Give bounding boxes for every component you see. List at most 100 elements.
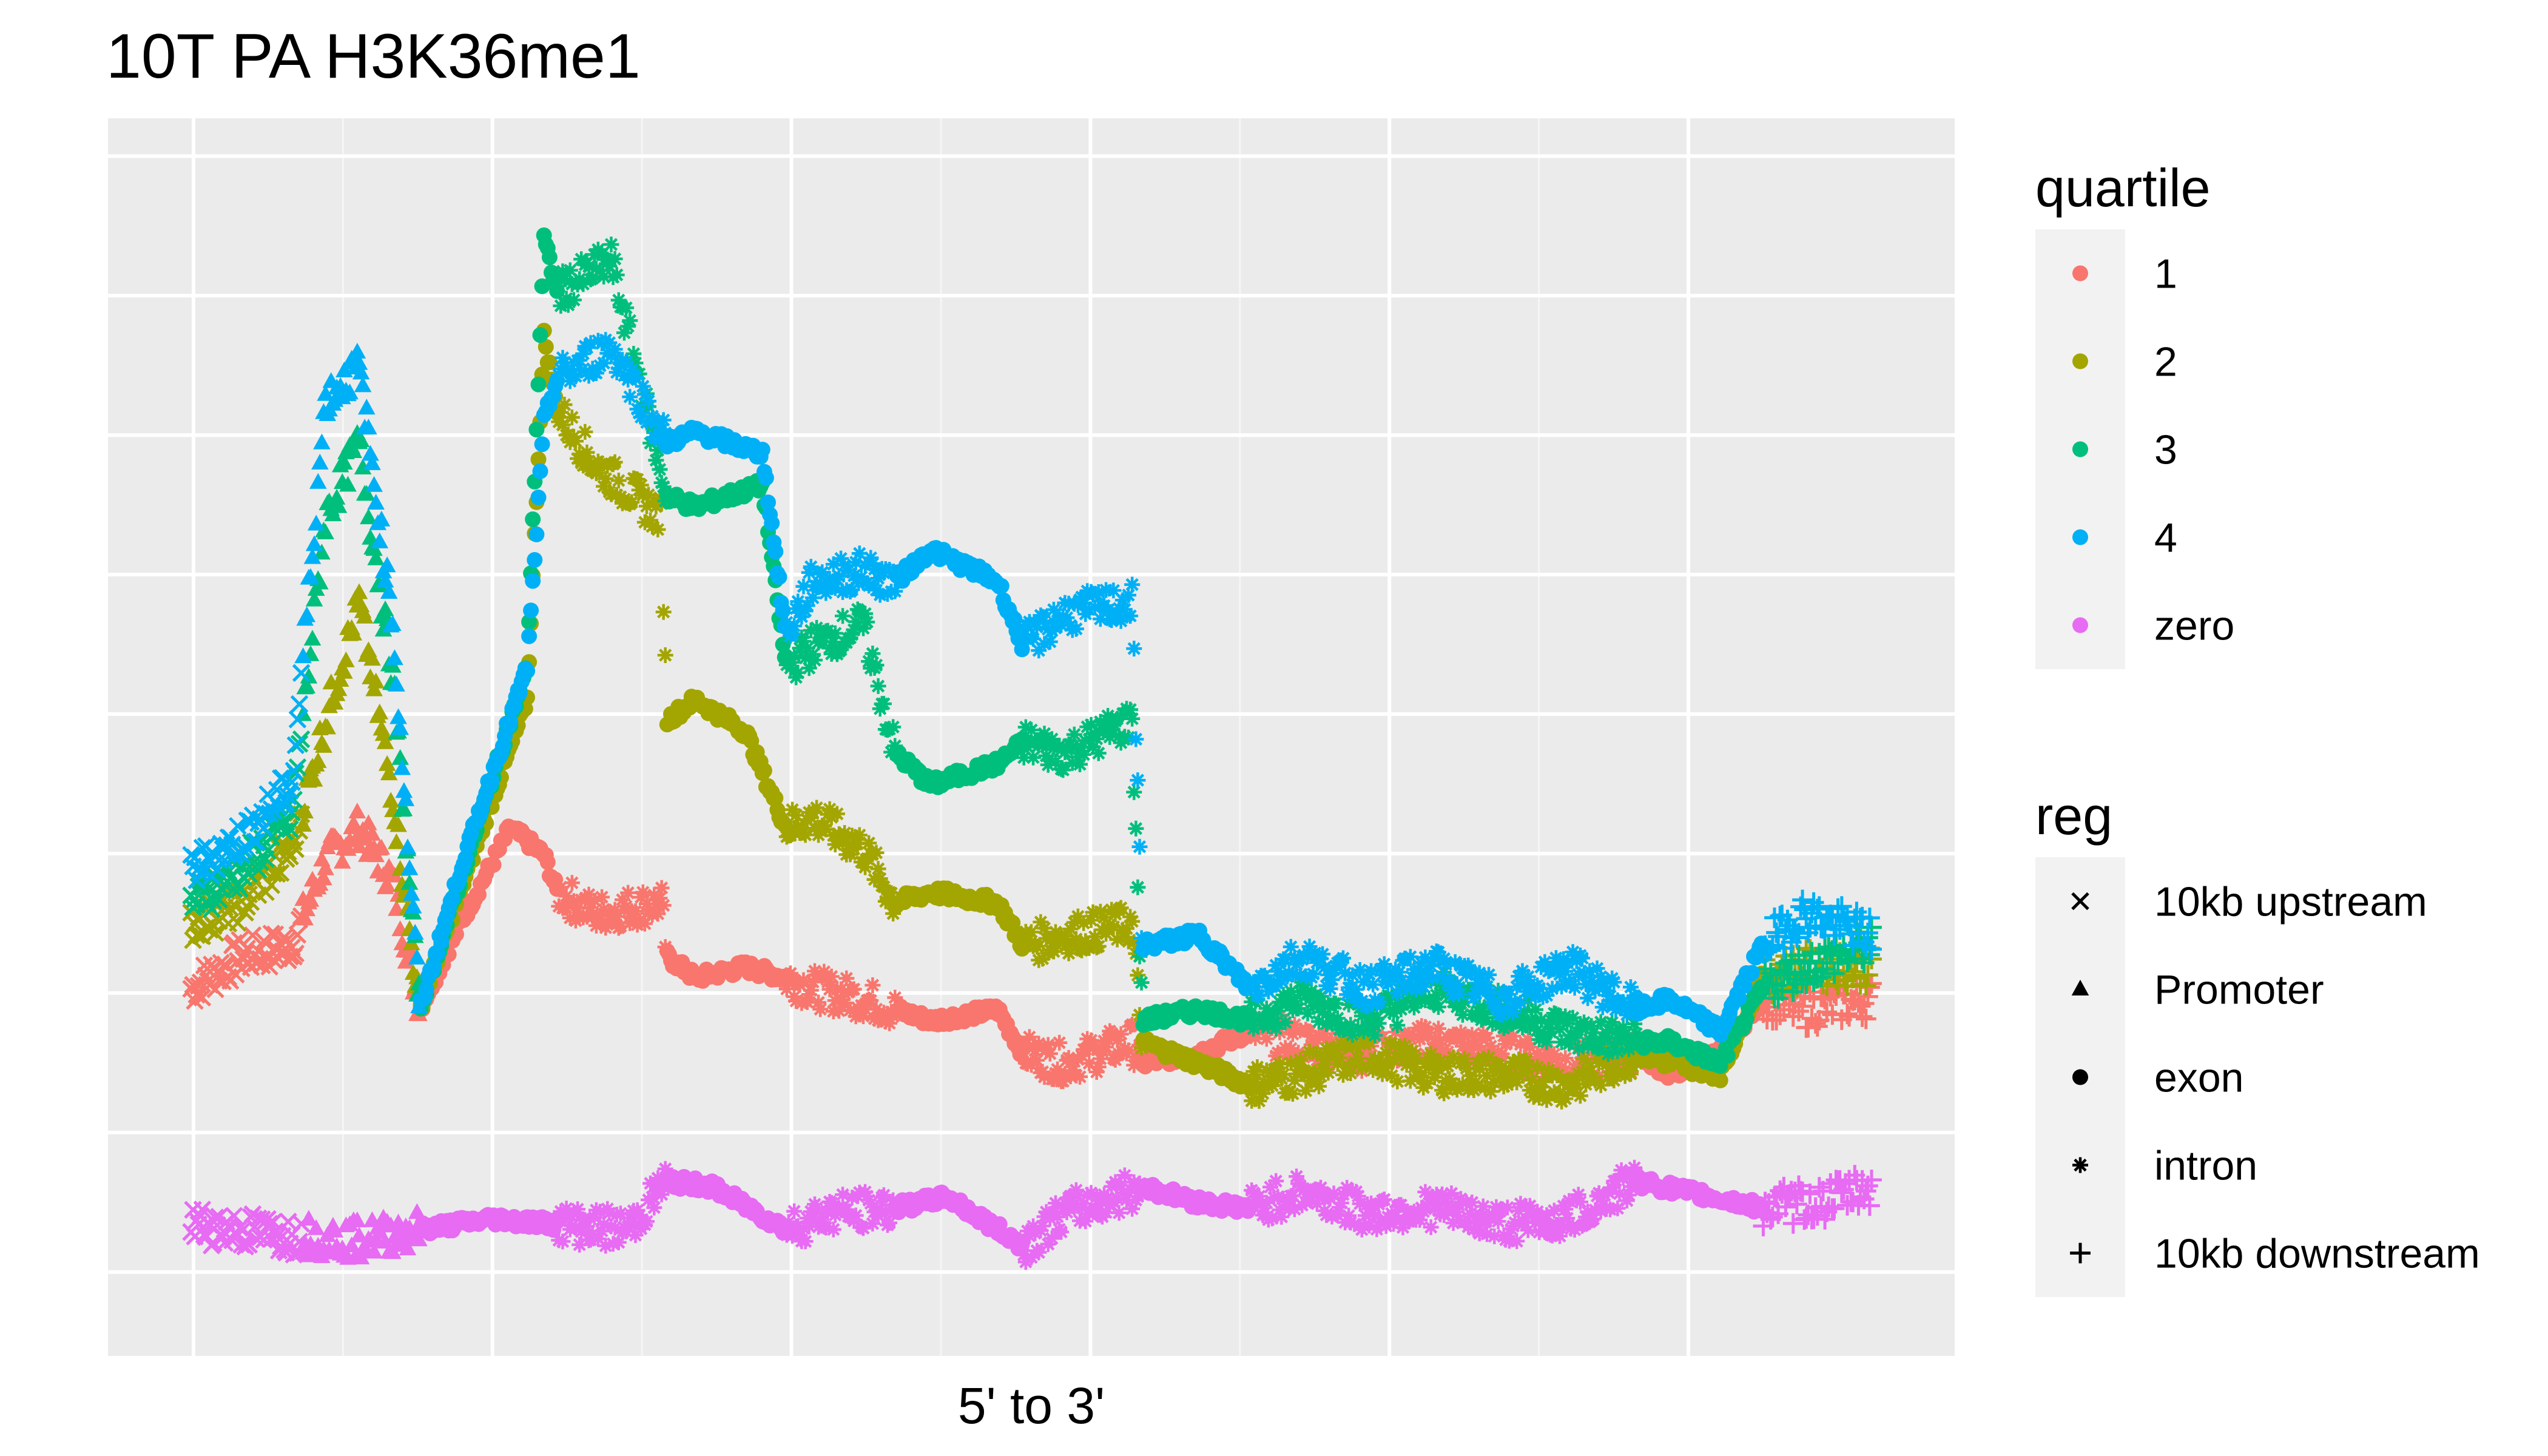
data-point	[633, 477, 649, 493]
data-point	[1031, 1036, 1047, 1052]
data-point	[799, 994, 815, 1010]
data-point	[1436, 1085, 1452, 1102]
data-point	[652, 890, 668, 906]
data-point	[1466, 1082, 1482, 1098]
data-point	[857, 1001, 874, 1017]
data-point	[622, 389, 638, 405]
data-point	[1518, 1052, 1534, 1068]
data-point	[236, 903, 254, 922]
data-point	[639, 1213, 655, 1230]
data-point	[302, 891, 320, 907]
data-point	[1275, 1066, 1292, 1082]
data-point	[1121, 1042, 1136, 1059]
data-point	[797, 827, 814, 843]
data-point	[1426, 1070, 1443, 1085]
data-point	[532, 327, 548, 343]
data-point	[639, 498, 655, 514]
data-point	[1458, 1060, 1475, 1076]
data-point	[1441, 1071, 1458, 1087]
data-point	[1070, 908, 1086, 925]
data-point	[655, 412, 672, 428]
data-point	[568, 433, 584, 450]
data-point	[636, 514, 653, 530]
data-point	[618, 300, 635, 316]
legend-label-intron: intron	[2154, 1143, 2257, 1189]
data-point	[870, 861, 886, 877]
data-point	[783, 827, 798, 843]
data-point	[1389, 1073, 1406, 1090]
data-point	[286, 840, 305, 858]
data-point	[877, 1014, 894, 1030]
data-point	[758, 470, 774, 486]
data-point	[562, 910, 578, 926]
data-point	[1126, 934, 1142, 950]
data-point	[1273, 1071, 1290, 1087]
data-point	[1034, 951, 1051, 967]
data-point	[1081, 1055, 1097, 1071]
data-point	[1130, 879, 1146, 895]
data-point	[1066, 914, 1082, 931]
data-point	[849, 835, 866, 852]
data-point	[571, 446, 588, 462]
data-point	[646, 493, 662, 509]
data-point	[582, 899, 599, 915]
data-point	[309, 752, 327, 768]
data-point	[1048, 924, 1063, 940]
data-point	[652, 461, 668, 477]
data-point	[1374, 1030, 1390, 1046]
data-point	[804, 974, 821, 990]
data-point	[1048, 1065, 1063, 1082]
data-point	[1565, 1063, 1581, 1080]
data-point	[1045, 943, 1062, 960]
data-point	[1060, 945, 1077, 962]
data-point	[885, 719, 902, 735]
data-point	[615, 892, 630, 908]
data-point	[655, 897, 672, 914]
legend-key-3	[2072, 441, 2088, 457]
data-point	[818, 821, 834, 838]
data-point	[1029, 1052, 1045, 1068]
data-point	[532, 463, 548, 479]
data-point	[1060, 1050, 1077, 1066]
data-point	[1130, 772, 1146, 789]
legend-label-10kb downstream: 10kb downstream	[2154, 1231, 2480, 1277]
data-point	[1036, 1069, 1053, 1085]
data-point	[1077, 933, 1094, 949]
data-point	[1350, 1050, 1366, 1067]
data-point	[564, 410, 580, 425]
data-point	[1431, 1061, 1446, 1077]
legend-label-zero: zero	[2154, 603, 2234, 649]
data-point	[1282, 1055, 1299, 1071]
data-point	[1417, 1019, 1434, 1035]
data-point	[1529, 1059, 1546, 1075]
data-point	[1130, 967, 1146, 983]
data-point	[1432, 1032, 1448, 1048]
data-point	[816, 963, 832, 980]
data-point	[650, 906, 666, 922]
data-point	[1464, 1026, 1480, 1043]
data-point	[857, 859, 874, 875]
data-point	[633, 889, 649, 905]
data-point	[1282, 1040, 1299, 1057]
data-point	[556, 397, 573, 413]
data-point	[1079, 1031, 1096, 1047]
data-point	[538, 339, 554, 355]
data-point	[783, 965, 798, 982]
data-point	[1406, 1028, 1422, 1045]
data-point	[811, 827, 827, 843]
data-point	[1495, 1078, 1512, 1094]
data-point	[523, 602, 539, 619]
data-point	[1131, 838, 1148, 855]
data-point	[334, 852, 351, 869]
data-point	[527, 552, 543, 568]
data-point	[1096, 1033, 1112, 1049]
data-point	[767, 544, 784, 560]
data-point	[1479, 1068, 1495, 1084]
data-point	[1384, 1068, 1400, 1084]
data-point	[1613, 1059, 1630, 1075]
legend-label-10kb upstream: 10kb upstream	[2154, 879, 2427, 925]
data-point	[625, 910, 642, 926]
data-point	[851, 827, 868, 843]
data-point	[1116, 1040, 1133, 1057]
